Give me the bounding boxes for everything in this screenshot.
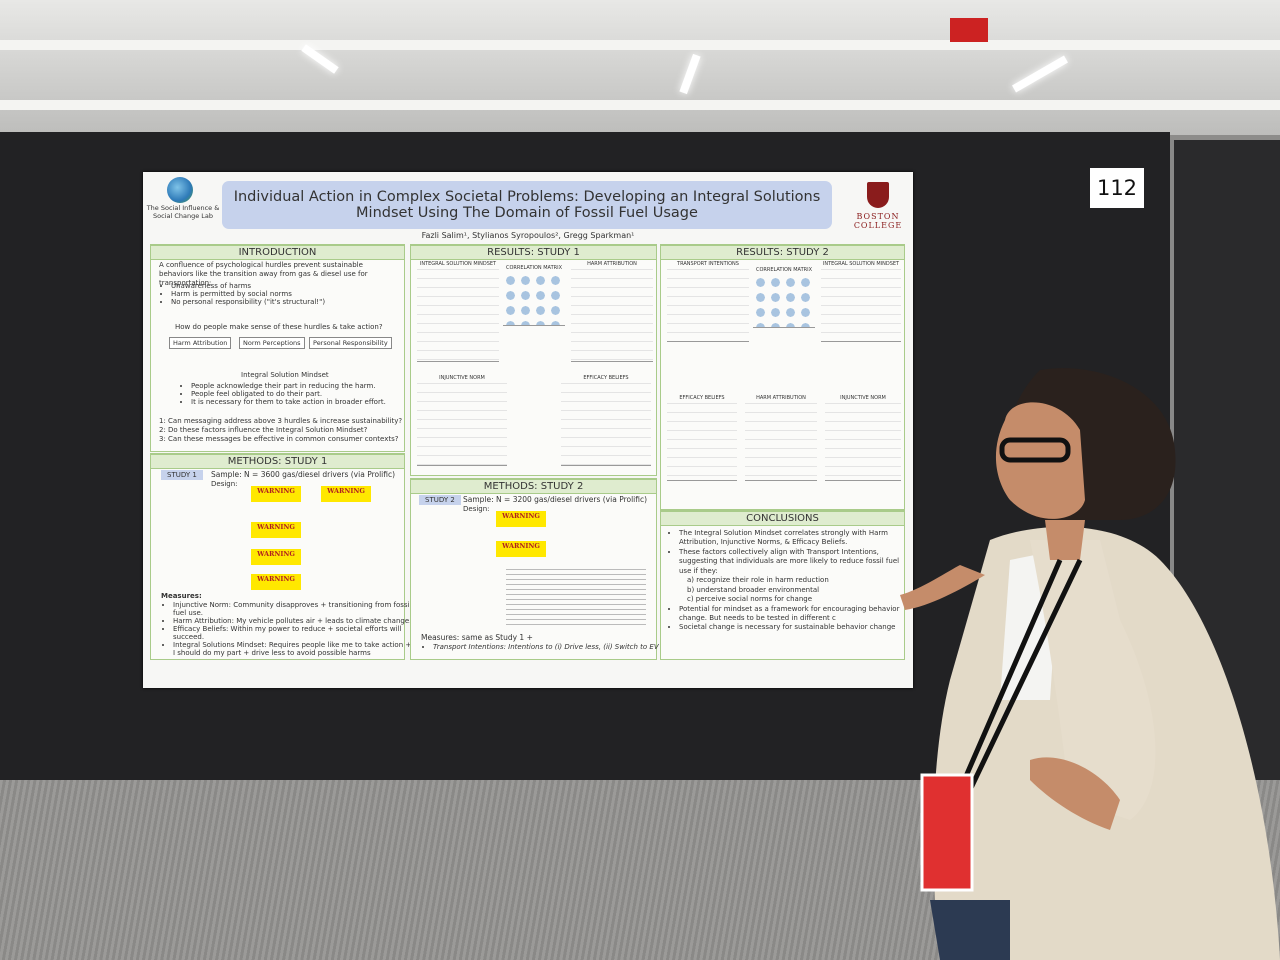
plot-panel: TRANSPORT INTENTIONS [667, 261, 749, 342]
warning: WARNING [251, 522, 301, 538]
conclusion: Societal change is necessary for sustain… [679, 623, 911, 632]
institution-logo [867, 182, 889, 208]
warning: WARNING [251, 574, 301, 590]
panel-title: TRANSPORT INTENTIONS [677, 261, 739, 267]
measures: Transport Intentions: Intentions to (i) … [421, 643, 663, 651]
poster: The Social Influence & Social Change Lab… [143, 172, 913, 688]
study-tag: STUDY 1 [161, 470, 203, 480]
measures: Injunctive Norm: Community disapproves +… [161, 601, 413, 657]
plot-panel: CORRELATION MATRIX [753, 267, 815, 328]
results-study-1: RESULTS: STUDY 1 INTEGRAL SOLUTION MINDS… [410, 244, 657, 476]
authors: Fazli Salim¹, Stylianos Syropoulos², Gre… [421, 231, 635, 240]
panel-title: HARM ATTRIBUTION [756, 395, 806, 401]
measures-label: Measures: same as Study 1 + [421, 633, 533, 642]
panel-title: EFFICACY BELIEFS [679, 395, 725, 401]
list-item: Injunctive Norm: Community disapproves +… [173, 601, 413, 617]
panel-title: INJUNCTIVE NORM [840, 395, 886, 401]
ceiling [0, 0, 1280, 135]
research-questions: 1: Can messaging address above 3 hurdles… [159, 417, 404, 444]
exit-sign [950, 18, 988, 42]
sub-items: a) recognize their role in harm reductio… [679, 576, 911, 604]
warning: WARNING [251, 486, 301, 502]
conclusion: These factors collectively align with Tr… [679, 548, 911, 576]
study-tag: STUDY 2 [419, 495, 461, 505]
introduction: INTRODUCTION A confluence of psychologic… [150, 244, 405, 452]
mindset-bullets: People acknowledge their part in reducin… [179, 382, 411, 406]
text-line: a) recognize their role in harm reductio… [687, 576, 829, 585]
intro-bullets: Unawareness of harmsHarm is permitted by… [159, 282, 411, 306]
panel-title: EFFICACY BELIEFS [583, 375, 629, 381]
list-item: Transport Intentions: Intentions to (i) … [433, 643, 663, 651]
plot-panel: CORRELATION MATRIX [503, 265, 565, 326]
text-line: b) understand broader environmental [687, 585, 820, 594]
institution: BOSTON COLLEGE [853, 212, 903, 230]
list-item: Efficacy Beliefs: Within my power to red… [173, 625, 413, 641]
panel-title: HARM ATTRIBUTION [587, 261, 637, 267]
plot-panel: INJUNCTIVE NORM [825, 395, 901, 481]
list-item: Harm is permitted by social norms [171, 290, 411, 298]
conclusion: Potential for mindset as a framework for… [679, 605, 911, 624]
booth-number: 112 [1090, 168, 1144, 208]
panel-title: INTEGRAL SOLUTION MINDSET [419, 261, 497, 267]
panel-title: INJUNCTIVE NORM [439, 375, 485, 381]
list-item: Harm Attribution: My vehicle pollutes ai… [173, 617, 413, 625]
factor: Personal Responsibility [309, 337, 392, 349]
poster-title: Individual Action in Complex Societal Pr… [222, 181, 832, 229]
text-line: 2: Do these factors influence the Integr… [159, 426, 368, 435]
results-study-2: RESULTS: STUDY 2 TRANSPORT INTENTIONS CO… [660, 244, 905, 510]
list-item: Integral Solutions Mindset: Requires peo… [173, 641, 413, 657]
methods-study-2: METHODS: STUDY 2 STUDY 2 Sample: N = 320… [410, 478, 659, 660]
conclusion-bullets: The Integral Solution Mindset correlates… [667, 529, 911, 633]
warning: WARNING [496, 511, 546, 527]
warning: WARNING [321, 486, 371, 502]
list-item: People acknowledge their part in reducin… [191, 382, 411, 390]
plot-panel: EFFICACY BELIEFS [667, 395, 737, 481]
design: Design: [463, 505, 490, 513]
text-line: 3: Can these messages be effective in co… [159, 435, 399, 444]
conclusions: CONCLUSIONS The Integral Solution Mindse… [660, 510, 905, 660]
section-heading: CONCLUSIONS [661, 511, 904, 526]
stimulus-text [506, 565, 646, 625]
plot-panel: INTEGRAL SOLUTION MINDSET [417, 261, 499, 362]
measures-label: Measures: [161, 592, 202, 600]
warning: WARNING [496, 541, 546, 557]
sample: Sample: N = 3200 gas/diesel drivers (via… [463, 495, 648, 504]
lab-logo [167, 177, 193, 203]
plot-panel: EFFICACY BELIEFS [561, 375, 651, 466]
panel-title: CORRELATION MATRIX [505, 265, 563, 271]
section-heading: RESULTS: STUDY 1 [411, 245, 656, 260]
list-item: Unawareness of harms [171, 282, 411, 290]
list-item: No personal responsibility ("it's struct… [171, 298, 411, 306]
section-heading: INTRODUCTION [151, 245, 404, 260]
panel-title: CORRELATION MATRIX [755, 267, 813, 273]
plot-panel: HARM ATTRIBUTION [745, 395, 817, 481]
plot-panel: HARM ATTRIBUTION [571, 261, 653, 362]
section-heading: METHODS: STUDY 1 [151, 454, 404, 469]
plot-panel: INJUNCTIVE NORM [417, 375, 507, 466]
conclusion: The Integral Solution Mindset correlates… [679, 529, 911, 548]
methods-study-1: METHODS: STUDY 1 STUDY 1 Sample: N = 360… [150, 453, 411, 660]
section-heading: RESULTS: STUDY 2 [661, 245, 904, 260]
design: Design: [211, 480, 238, 488]
mindset-title: Integral Solution Mindset [241, 371, 329, 379]
sample: Sample: N = 3600 gas/diesel drivers (via… [211, 470, 396, 479]
list-item: People feel obligated to do their part. [191, 390, 411, 398]
panel-title: INTEGRAL SOLUTION MINDSET [822, 261, 900, 267]
section-heading: METHODS: STUDY 2 [411, 479, 656, 494]
list-item: It is necessary for them to take action … [191, 398, 411, 406]
factor: Harm Attribution [169, 337, 232, 349]
intro-question: How do people make sense of these hurdle… [175, 323, 383, 331]
warning: WARNING [251, 549, 301, 565]
text-line: 1: Can messaging address above 3 hurdles… [159, 417, 403, 425]
factor: Norm Perceptions [239, 337, 305, 349]
intro-text: A confluence of psychological hurdles pr… [159, 261, 368, 288]
plot-panel: INTEGRAL SOLUTION MINDSET [821, 261, 901, 342]
lab-name: The Social Influence & Social Change Lab [146, 204, 220, 220]
text-line: c) perceive social norms for change [687, 595, 813, 604]
